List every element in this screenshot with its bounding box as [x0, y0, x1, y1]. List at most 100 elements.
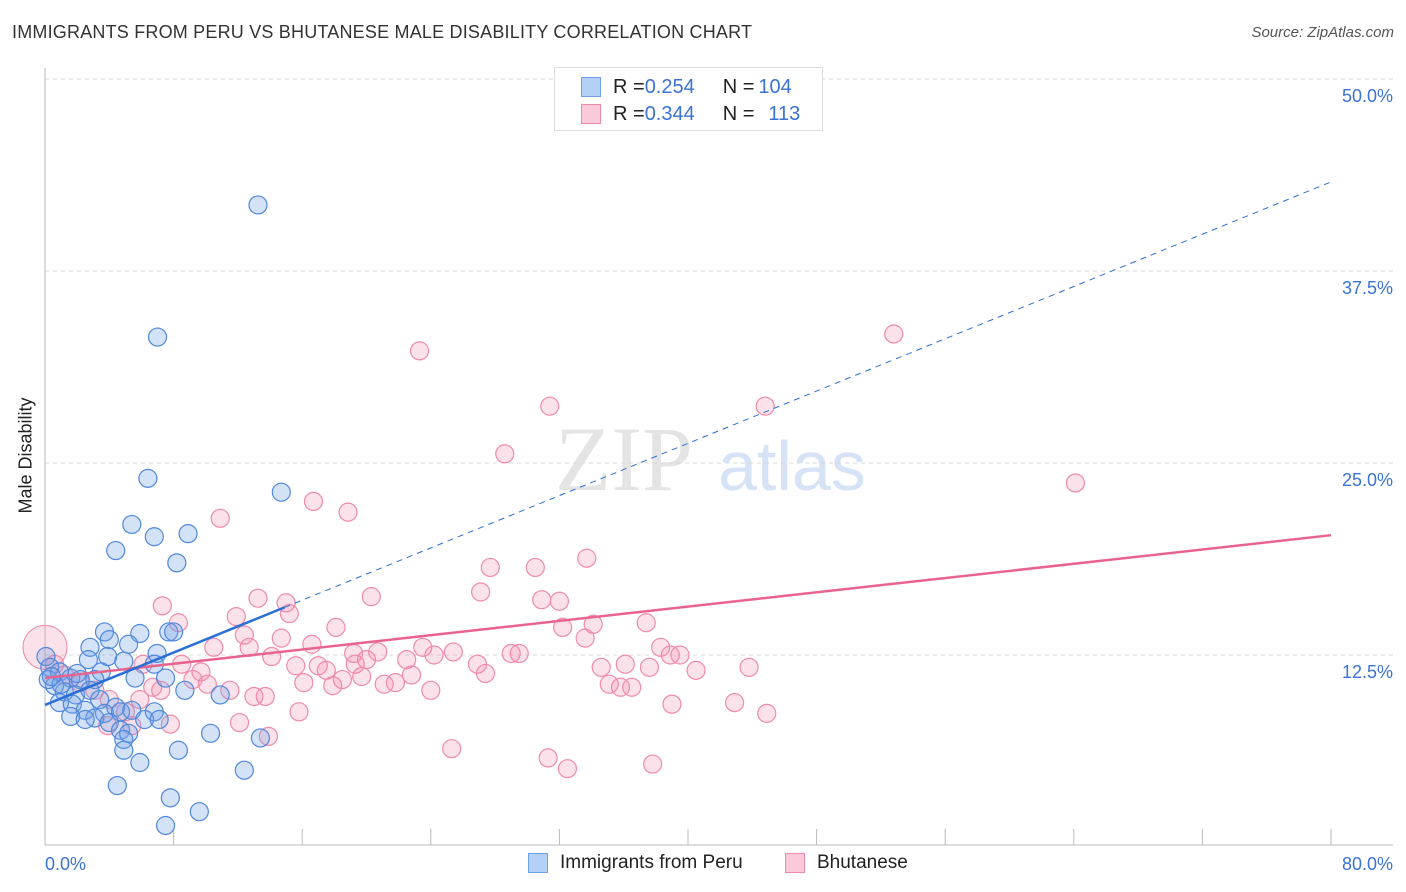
bhutanese-point — [622, 677, 642, 697]
legend-swatch-blue — [528, 853, 548, 873]
bhutanese-point — [755, 396, 775, 416]
y-tick-label: 25.0% — [1342, 470, 1393, 490]
peru-point — [248, 195, 268, 215]
bhutanese-point — [289, 702, 309, 722]
bhutanese-point — [421, 680, 441, 700]
bhutanese-point — [495, 444, 515, 464]
bhutanese-point — [234, 625, 254, 645]
bhutanese-point — [279, 603, 299, 624]
peru-point — [106, 540, 126, 561]
bhutanese-point — [501, 643, 521, 664]
bhutanese-point — [670, 645, 690, 665]
peru-point — [149, 709, 169, 730]
bhutanese-point — [549, 591, 570, 611]
bhutanese-point — [255, 686, 275, 707]
bhutanese-point — [540, 396, 560, 416]
bhutanese-point — [591, 657, 611, 677]
n-label: N = — [722, 75, 755, 98]
peru-point — [168, 740, 189, 760]
peru-point — [144, 527, 164, 547]
peru-point — [164, 622, 184, 642]
bhutanese-point — [401, 665, 422, 685]
bhutanese-point — [204, 637, 224, 657]
bhutanese-point — [308, 656, 328, 676]
peru-point — [250, 728, 271, 748]
source-label: Source: ZipAtlas.com — [1251, 24, 1394, 41]
bhutanese-point — [424, 645, 444, 665]
y-tick-label: 12.5% — [1342, 662, 1393, 682]
peru-point — [200, 723, 221, 743]
bhutanese-point — [553, 617, 573, 637]
bhutanese-point — [332, 669, 352, 690]
bhutanese-point — [345, 654, 365, 674]
peru-point — [160, 788, 180, 808]
bhutanese-point — [471, 582, 491, 602]
peru-point — [36, 646, 56, 667]
r-label: R = — [613, 102, 645, 125]
peru-point — [234, 760, 254, 780]
peru-point — [38, 669, 58, 690]
x-tick-label: 0.0% — [45, 854, 86, 874]
bhutanese-point — [151, 680, 171, 700]
bhutanese-point — [258, 726, 279, 747]
bottom-legend-bhutanese: Bhutanese — [785, 852, 908, 874]
bhutanese-point — [480, 557, 500, 578]
bhutanese-point — [210, 508, 230, 528]
bhutanese-point — [160, 714, 180, 734]
bhutanese-point — [599, 674, 619, 694]
bhutanese-point — [226, 606, 246, 627]
bhutanese-point — [262, 646, 282, 667]
legend-label: Bhutanese — [817, 852, 908, 873]
bhutanese-point — [538, 748, 558, 768]
r-value: 0.254 — [644, 75, 695, 98]
bhutanese-point — [302, 634, 322, 654]
bhutanese-point — [1065, 473, 1086, 493]
peru-point — [122, 514, 142, 535]
bhutanese-point — [610, 677, 631, 697]
bhutanese-point — [409, 341, 430, 361]
bhutanese-point — [686, 660, 706, 680]
peru-point — [114, 729, 134, 750]
peru-point — [271, 482, 291, 502]
bhutanese-point — [651, 637, 671, 657]
bhutanese-point — [662, 694, 682, 714]
peru-point — [114, 740, 134, 760]
bhutanese-point — [397, 650, 417, 670]
bhutanese-point — [248, 588, 268, 608]
y-tick-label: 50.0% — [1342, 86, 1393, 106]
bhutanese-point — [368, 642, 388, 662]
bhutanese-point — [229, 712, 250, 733]
peru-point — [99, 712, 119, 733]
bhutanese-point — [326, 617, 346, 637]
peru-point — [118, 634, 139, 654]
peru-point — [85, 708, 105, 728]
bhutanese-point — [639, 657, 660, 677]
bhutanese-point — [294, 673, 314, 693]
peru-point — [94, 703, 115, 723]
n-label: N = — [722, 102, 755, 125]
peru-point — [147, 327, 168, 347]
y-tick-label: 37.5% — [1342, 278, 1393, 298]
bhutanese-point — [643, 754, 663, 774]
bhutanese-point — [385, 673, 406, 693]
bhutanese-point — [575, 628, 595, 648]
bhutanese-point — [352, 666, 372, 687]
bhutanese-trend-line — [44, 533, 1332, 680]
bhutanese-point — [413, 637, 433, 657]
bhutanese-point — [757, 703, 777, 723]
bhutanese-point — [577, 548, 597, 568]
bhutanese-point — [356, 650, 377, 670]
bhutanese-point — [271, 628, 291, 648]
y-axis-label: Male Disability — [15, 397, 36, 514]
bhutanese-point — [183, 669, 203, 690]
r-label: R = — [613, 75, 645, 98]
bhutanese-point — [197, 674, 217, 694]
peru-point — [130, 752, 150, 773]
peru-point — [210, 685, 230, 705]
chart-title: IMMIGRANTS FROM PERU VS BHUTANESE MALE D… — [12, 22, 753, 42]
peru-point — [167, 553, 187, 573]
peru-point — [99, 630, 119, 650]
bhutanese-point — [130, 689, 150, 710]
peru-trend-line — [44, 606, 285, 707]
